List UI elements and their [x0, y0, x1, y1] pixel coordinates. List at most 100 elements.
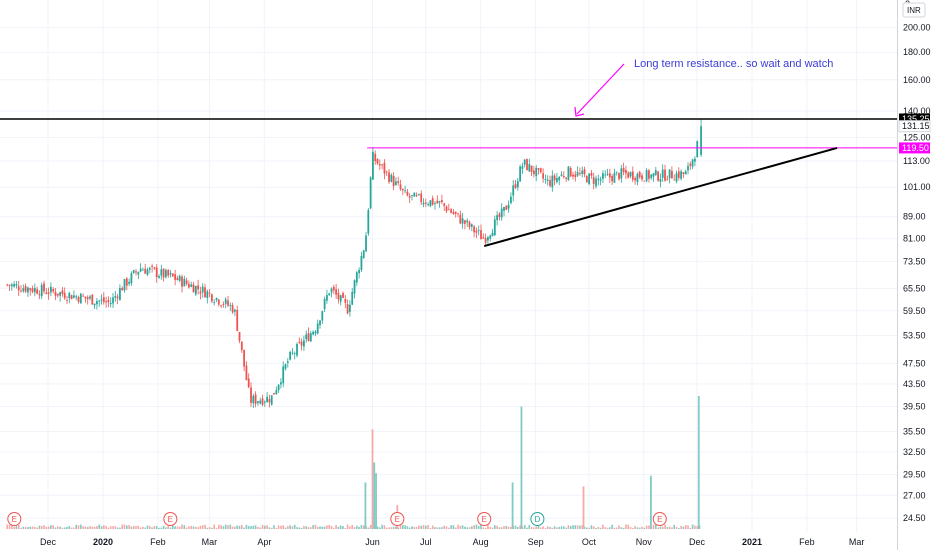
candle[interactable] — [475, 227, 478, 239]
annotation-text[interactable]: Long term resistance.. so wait and watch — [634, 58, 833, 70]
candle[interactable] — [673, 174, 676, 181]
candle[interactable] — [592, 172, 595, 190]
candle[interactable] — [344, 295, 347, 309]
candle[interactable] — [123, 278, 126, 293]
candle[interactable] — [500, 203, 503, 221]
candle[interactable] — [682, 171, 685, 178]
candle[interactable] — [135, 268, 137, 276]
candle[interactable] — [558, 176, 561, 186]
candle[interactable] — [68, 291, 71, 304]
candle[interactable] — [286, 358, 289, 368]
candle[interactable] — [128, 278, 131, 287]
candle[interactable] — [176, 275, 179, 281]
candle[interactable] — [8, 284, 11, 292]
candle[interactable] — [427, 202, 430, 207]
candle[interactable] — [6, 283, 9, 287]
candle[interactable] — [367, 208, 370, 236]
candle[interactable] — [208, 289, 211, 298]
candle[interactable] — [434, 201, 436, 210]
candle[interactable] — [20, 285, 22, 293]
candle[interactable] — [130, 271, 133, 286]
candle[interactable] — [321, 310, 324, 324]
candle[interactable] — [107, 296, 110, 308]
candle[interactable] — [625, 165, 627, 180]
candle[interactable] — [516, 178, 519, 191]
candle[interactable] — [82, 293, 85, 297]
candle[interactable] — [519, 164, 522, 182]
candle[interactable] — [411, 194, 413, 201]
candle[interactable] — [24, 283, 27, 293]
candle[interactable] — [215, 297, 218, 303]
candle[interactable] — [190, 281, 193, 288]
candle[interactable] — [31, 285, 34, 294]
candle[interactable] — [261, 394, 264, 407]
candle[interactable] — [369, 176, 372, 210]
candle[interactable] — [618, 172, 620, 181]
candle[interactable] — [466, 218, 469, 227]
currency-badge[interactable]: INR — [902, 2, 926, 18]
candle[interactable] — [634, 176, 637, 185]
candle[interactable] — [199, 286, 202, 300]
candle[interactable] — [585, 175, 588, 183]
candle[interactable] — [245, 361, 248, 381]
candle[interactable] — [273, 392, 275, 395]
candle[interactable] — [309, 331, 312, 343]
candle[interactable] — [125, 277, 128, 291]
candle[interactable] — [546, 175, 549, 186]
candle[interactable] — [418, 193, 420, 197]
candle[interactable] — [657, 170, 660, 182]
candle[interactable] — [316, 319, 319, 335]
candle[interactable] — [539, 167, 542, 174]
dividend-marker[interactable]: D — [530, 512, 545, 526]
candle[interactable] — [185, 277, 188, 286]
candle[interactable] — [551, 170, 554, 192]
candle[interactable] — [464, 219, 466, 230]
candle[interactable] — [86, 295, 89, 305]
candle[interactable] — [480, 224, 482, 240]
candle[interactable] — [194, 285, 197, 297]
candle[interactable] — [438, 200, 441, 208]
candle[interactable] — [383, 159, 386, 180]
candle[interactable] — [447, 203, 450, 211]
candle[interactable] — [247, 373, 250, 389]
candle[interactable] — [372, 147, 374, 180]
candle[interactable] — [689, 161, 692, 170]
candle[interactable] — [40, 282, 43, 299]
candle[interactable] — [659, 173, 662, 188]
candle[interactable] — [521, 162, 524, 174]
candle[interactable] — [192, 281, 195, 293]
candle[interactable] — [100, 294, 103, 305]
candle[interactable] — [597, 174, 600, 186]
candle[interactable] — [54, 287, 57, 301]
candle[interactable] — [629, 171, 632, 179]
candle[interactable] — [574, 171, 577, 182]
candle[interactable] — [638, 170, 641, 179]
candle[interactable] — [158, 274, 160, 279]
candle[interactable] — [305, 330, 308, 343]
candle[interactable] — [300, 338, 303, 351]
candle[interactable] — [93, 303, 96, 309]
candle[interactable] — [507, 200, 510, 213]
candle[interactable] — [139, 263, 142, 273]
candle[interactable] — [349, 300, 351, 317]
candle[interactable] — [360, 251, 363, 272]
candle[interactable] — [328, 292, 331, 296]
price-axis[interactable]: 200.00 180.00 160.00 140.00 125.00 113.00 101.… — [903, 23, 931, 523]
candle[interactable] — [105, 296, 108, 308]
candle[interactable] — [567, 165, 570, 181]
candle[interactable] — [142, 267, 144, 271]
candle[interactable] — [602, 170, 604, 184]
candle[interactable] — [231, 302, 234, 314]
candle[interactable] — [643, 180, 646, 182]
candle[interactable] — [694, 156, 696, 167]
candle[interactable] — [450, 208, 453, 214]
candle[interactable] — [680, 169, 683, 181]
earnings-marker[interactable]: E — [7, 512, 22, 526]
candle[interactable] — [296, 342, 298, 358]
candle[interactable] — [599, 176, 602, 186]
candle[interactable] — [332, 284, 335, 295]
candle[interactable] — [266, 391, 269, 403]
annotation-arrow[interactable] — [574, 63, 625, 117]
candle[interactable] — [121, 286, 124, 291]
candle[interactable] — [52, 287, 55, 294]
